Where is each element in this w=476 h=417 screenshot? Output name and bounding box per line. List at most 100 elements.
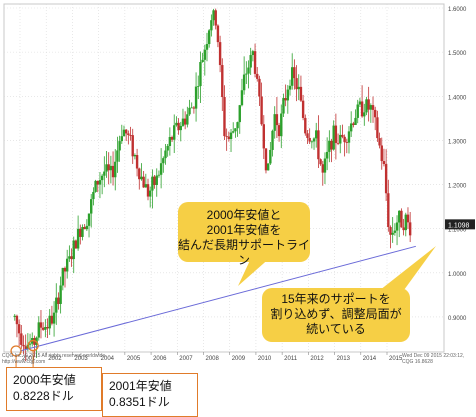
candle-body <box>240 90 244 106</box>
candle-body <box>144 184 148 188</box>
price-tag-box <box>445 219 475 230</box>
candle-body <box>262 124 265 149</box>
candle-body <box>13 315 16 317</box>
candle-body <box>367 99 370 110</box>
candle-body <box>251 51 255 56</box>
candle-body <box>15 315 19 325</box>
candle-body <box>332 125 335 150</box>
candle-body <box>190 107 193 109</box>
candle-body <box>371 105 375 110</box>
candle-body <box>203 49 207 60</box>
x-tick-label: 2013 <box>337 356 351 362</box>
candle-body <box>181 118 185 126</box>
candle-body <box>210 20 213 31</box>
candle-body <box>194 86 198 109</box>
candle-body <box>100 175 104 181</box>
candle-body <box>288 85 292 90</box>
candle-body <box>199 62 202 87</box>
y-tick-label: 1.4000 <box>448 95 467 101</box>
candle-body <box>256 73 259 79</box>
candle-body <box>127 133 130 136</box>
price-tag-label: 1.1098 <box>448 222 470 229</box>
candle-body <box>297 86 300 90</box>
candle-body <box>205 44 209 50</box>
candle-body <box>116 150 119 162</box>
candle-body <box>155 175 158 185</box>
candle-body <box>260 96 263 125</box>
candle-body <box>201 59 204 63</box>
candle-body <box>330 140 333 150</box>
copyright-left: CQG Inc. © 2015 All rights reserved worl… <box>2 353 107 365</box>
candle-body <box>159 163 163 175</box>
candle-body <box>356 104 359 118</box>
candle-body <box>122 129 126 137</box>
candle-body <box>59 285 62 304</box>
candle-body <box>44 326 47 330</box>
candle-body <box>168 137 172 146</box>
candle-body <box>387 193 390 228</box>
candle-body <box>315 130 318 139</box>
candle-body <box>345 142 349 143</box>
candle-body <box>153 176 156 185</box>
candle-body <box>218 42 222 66</box>
candle-body <box>131 135 134 157</box>
candle-body <box>369 105 373 110</box>
y-tick-label: 0.9000 <box>448 316 467 322</box>
support-callout: 15年来のサポートを 割り込めず、調整局面が 続いている <box>262 288 410 342</box>
candle-body <box>376 117 379 139</box>
candle-body <box>349 123 353 132</box>
candle-body <box>37 322 40 338</box>
candle-body <box>192 107 196 109</box>
candle-body <box>120 136 123 142</box>
candle-body <box>280 113 283 137</box>
candle-body <box>87 213 91 226</box>
support-callout-line-2: 割り込めず、調整局面が <box>270 307 402 321</box>
candle-body <box>157 174 161 176</box>
candle-body <box>22 344 25 347</box>
candle-body <box>214 10 217 26</box>
low-2000-title: 2000年安値 <box>13 373 76 387</box>
y-tick-label: 1.2000 <box>448 184 467 190</box>
candle-body <box>216 25 220 43</box>
candle-body <box>33 338 36 345</box>
x-tick-label: 2009 <box>232 356 246 362</box>
candle-body <box>52 312 56 324</box>
candle-body <box>107 164 110 171</box>
candle-body <box>124 129 128 134</box>
candle-body <box>79 228 82 237</box>
x-tick-label: 2005 <box>127 356 141 362</box>
candle-body <box>223 97 226 137</box>
candle-body <box>253 51 257 74</box>
candle-body <box>341 134 344 137</box>
candle-body <box>293 67 296 79</box>
candle-body <box>295 78 298 90</box>
x-tick-label: 2004 <box>101 356 115 362</box>
candle-body <box>175 122 178 126</box>
candle-body <box>400 210 403 228</box>
candle-body <box>96 180 99 185</box>
support-callout-line-3: 続いている <box>306 322 366 336</box>
candle-body <box>264 148 268 171</box>
candle-body <box>378 138 381 146</box>
candle-body <box>39 322 43 328</box>
candle-body <box>319 159 322 165</box>
candle-body <box>271 130 274 150</box>
candle-body <box>50 315 54 324</box>
candle-body <box>317 130 320 160</box>
candle-body <box>111 165 115 178</box>
trendline-callout-line-2: 2001年安値を <box>206 223 282 237</box>
candle-body <box>406 214 410 223</box>
candle-body <box>57 297 60 304</box>
candle-body <box>347 131 351 143</box>
candle-body <box>269 149 272 164</box>
candle-body <box>282 98 285 114</box>
candle-body <box>61 267 65 286</box>
candle-body <box>179 125 182 131</box>
candle-body <box>225 136 228 137</box>
low-2000-value: 0.8228ドル <box>13 389 74 403</box>
support-callout-line-1: 15年来のサポートを <box>281 292 391 306</box>
candle-body <box>328 140 331 152</box>
candle-body <box>284 98 287 101</box>
candle-body <box>92 191 95 200</box>
x-tick-label: 2012 <box>310 356 324 362</box>
